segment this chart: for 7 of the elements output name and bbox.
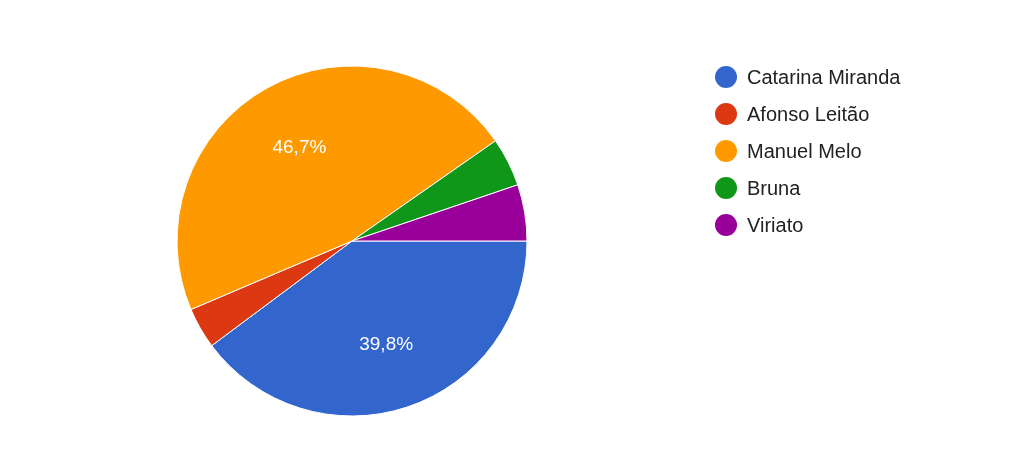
data-label: 39,8% <box>359 333 414 355</box>
legend-label: Manuel Melo <box>747 140 862 162</box>
data-label: 46,7% <box>272 135 327 157</box>
legend-label: Bruna <box>747 177 802 199</box>
legend-label: Afonso Leitão <box>747 103 870 125</box>
legend-label: Viriato <box>747 214 804 236</box>
legend-label: Catarina Miranda <box>747 66 902 88</box>
